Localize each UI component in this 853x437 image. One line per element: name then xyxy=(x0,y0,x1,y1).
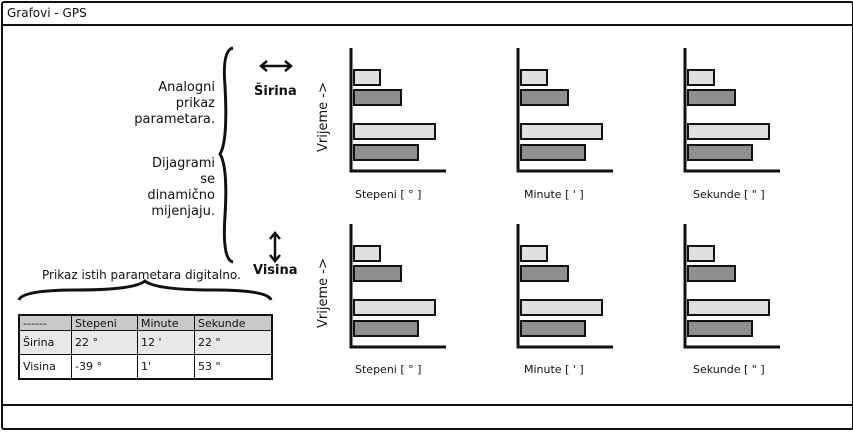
chart-bar xyxy=(687,144,753,161)
curly-brace-icon xyxy=(218,46,234,264)
chart-axis xyxy=(516,224,613,349)
chart-bar xyxy=(520,69,548,86)
chart-bar xyxy=(687,265,736,282)
note-line: dinamično xyxy=(147,188,215,203)
horizontal-brace-icon xyxy=(17,279,273,301)
table-header-cell: ------ xyxy=(18,314,72,331)
note-line: parametara. xyxy=(134,112,215,127)
note-line: Analogni xyxy=(158,80,215,95)
chart-altitude-minutes: Minute [ ' ] xyxy=(515,224,615,376)
altitude-label: Visina xyxy=(253,263,298,278)
note-analog: Analogni prikaz parametara. xyxy=(110,80,215,128)
note-line: mijenjaju. xyxy=(151,204,215,219)
window-title: Grafovi - GPS xyxy=(7,6,87,20)
chart-svg xyxy=(683,48,780,173)
table-cell: 22 ° xyxy=(71,330,138,355)
chart-bar xyxy=(520,320,586,337)
table-cell: 12 ' xyxy=(137,330,195,355)
table-cell: Širina xyxy=(18,330,72,355)
chart-bar xyxy=(353,299,436,316)
chart-label: Sekunde [ " ] xyxy=(693,188,765,201)
chart-altitude-degrees: Stepeni [ ° ] xyxy=(348,224,448,376)
chart-bar xyxy=(353,144,419,161)
table-cell: Visina xyxy=(18,354,72,380)
table-cell: 22 " xyxy=(194,330,273,355)
digital-caption: Prikaz istih parametara digitalno. xyxy=(42,268,241,282)
chart-bar xyxy=(687,69,715,86)
table-header-cell: Stepeni xyxy=(71,314,138,331)
chart-latitude-degrees: Stepeni [ ° ] xyxy=(348,48,448,201)
digital-values-table: ------ Stepeni Minute Sekunde Širina 22 … xyxy=(18,314,273,380)
chart-svg xyxy=(349,48,446,173)
chart-bar xyxy=(353,123,436,140)
table-header-row: ------ Stepeni Minute Sekunde xyxy=(18,314,273,331)
chart-svg xyxy=(516,48,613,173)
chart-bar xyxy=(353,320,419,337)
vertical-arrow-icon xyxy=(269,231,281,263)
chart-label: Sekunde [ " ] xyxy=(693,363,765,376)
time-axis-label-top: Vrijeme -> xyxy=(316,82,331,152)
chart-svg xyxy=(516,224,613,349)
table-cell: -39 ° xyxy=(71,354,138,380)
note-line: prikaz xyxy=(175,96,215,111)
chart-label: Minute [ ' ] xyxy=(524,363,584,376)
chart-bar xyxy=(353,265,402,282)
chart-bar xyxy=(520,144,586,161)
title-bar: Grafovi - GPS xyxy=(3,3,852,26)
chart-axis xyxy=(683,224,780,349)
chart-label: Stepeni [ ° ] xyxy=(355,188,422,201)
table-row: Visina -39 ° 1' 53 " xyxy=(18,354,273,380)
chart-bar xyxy=(353,69,381,86)
chart-svg xyxy=(349,224,446,349)
table-header-cell: Minute xyxy=(137,314,195,331)
chart-bar xyxy=(353,245,381,262)
table-cell: 1' xyxy=(137,354,195,380)
chart-latitude-seconds: Sekunde [ " ] xyxy=(682,48,782,201)
chart-bar xyxy=(687,320,753,337)
status-bar xyxy=(3,404,852,406)
note-line: Dijagrami xyxy=(151,156,215,171)
chart-bar xyxy=(520,123,603,140)
chart-bar xyxy=(520,245,548,262)
chart-axis xyxy=(516,48,613,173)
chart-latitude-minutes: Minute [ ' ] xyxy=(515,48,615,201)
chart-label: Minute [ ' ] xyxy=(524,188,584,201)
chart-bar xyxy=(353,89,402,106)
table-header-cell: Sekunde xyxy=(194,314,273,331)
horizontal-arrow-icon xyxy=(259,60,293,72)
latitude-label: Širina xyxy=(254,84,297,99)
chart-axis xyxy=(349,48,446,173)
chart-axis xyxy=(683,48,780,173)
chart-svg xyxy=(683,224,780,349)
chart-bar xyxy=(687,245,715,262)
chart-altitude-seconds: Sekunde [ " ] xyxy=(682,224,782,376)
chart-label: Stepeni [ ° ] xyxy=(355,363,422,376)
chart-bar xyxy=(520,89,569,106)
note-dynamic: Dijagrami se dinamično mijenjaju. xyxy=(110,156,215,220)
chart-axis xyxy=(349,224,446,349)
table-cell: 53 " xyxy=(194,354,273,380)
table-row: Širina 22 ° 12 ' 22 " xyxy=(18,330,273,355)
chart-bar xyxy=(687,299,770,316)
chart-bar xyxy=(687,89,736,106)
chart-bar xyxy=(520,299,603,316)
note-line: se xyxy=(200,172,215,187)
chart-bar xyxy=(520,265,569,282)
chart-bar xyxy=(687,123,770,140)
time-axis-label-bottom: Vrijeme -> xyxy=(316,258,331,328)
